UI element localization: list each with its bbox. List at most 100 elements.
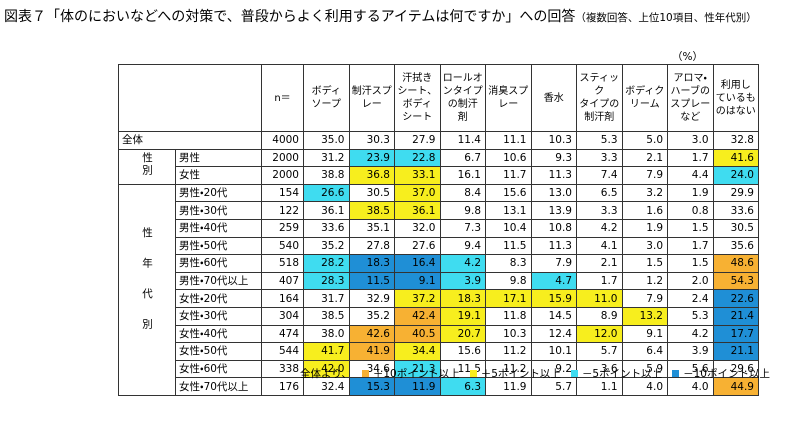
value-cell: 15.6 bbox=[485, 183, 532, 203]
value-cell: 15.9 bbox=[530, 289, 577, 308]
value-cell: 11.5 bbox=[348, 271, 395, 291]
title: 図表７「体のにおいなどへの対策で、普段からよく利用するアイテムは何ですか」への回… bbox=[4, 9, 576, 25]
subtitle: （複数回答、上位10項目、性年代別） bbox=[575, 12, 757, 24]
value-cell: 12.0 bbox=[576, 324, 623, 344]
row: 全体 4000 35.0 30.3 27.9 11.4 11.1 10.3 5.3 5.0 3.0 3… bbox=[118, 131, 759, 150]
value-cell: 18.3 bbox=[439, 289, 486, 308]
value-cell: 3.0 bbox=[621, 236, 668, 256]
value-cell: 11.4 bbox=[439, 131, 486, 150]
value-cell: 20.7 bbox=[439, 324, 486, 344]
value-cell: 29.9 bbox=[712, 183, 759, 203]
value-cell: 13.0 bbox=[530, 183, 577, 203]
column-header: ボディ ソープ bbox=[303, 64, 350, 132]
row-label: 男性・70代以上 bbox=[175, 271, 262, 291]
value-cell: 32.4 bbox=[303, 377, 350, 396]
value-cell: 11.3 bbox=[530, 236, 577, 256]
value-cell: 30.5 bbox=[712, 218, 759, 238]
n-cell: 544 bbox=[261, 342, 304, 361]
value-cell: 9.8 bbox=[439, 201, 486, 220]
legend-label: ＋5ポイント以上 bbox=[480, 368, 561, 380]
value-cell: 16.4 bbox=[394, 254, 441, 273]
value-cell: 10.3 bbox=[485, 324, 532, 344]
column-header: 香水 bbox=[530, 64, 577, 132]
column-header: アロマ・ ハーブの スプレー など bbox=[667, 64, 714, 132]
value-cell: 48.6 bbox=[712, 254, 759, 273]
value-cell: 10.6 bbox=[485, 148, 532, 168]
legend-intro: 全体より、 bbox=[300, 368, 352, 380]
value-cell: 4.0 bbox=[667, 377, 714, 396]
value-cell: 36.1 bbox=[303, 201, 350, 220]
row-label: 男性・20代 bbox=[175, 183, 262, 203]
value-cell: 34.4 bbox=[394, 342, 441, 361]
value-cell: 14.5 bbox=[530, 306, 577, 326]
value-cell: 35.2 bbox=[348, 306, 395, 326]
column-header: ロールオ ンタイプ の制汗 剤 bbox=[439, 64, 486, 132]
row-label: 女性・70代以上 bbox=[175, 377, 262, 396]
value-cell: 8.9 bbox=[576, 306, 623, 326]
n-cell: 540 bbox=[261, 236, 304, 256]
legend-label: －10ポイント以上 bbox=[683, 368, 770, 380]
value-cell: 44.9 bbox=[712, 377, 759, 396]
row-label: 女性 bbox=[175, 166, 262, 185]
legend-swatch bbox=[570, 370, 578, 377]
n-cell: 176 bbox=[261, 377, 304, 396]
value-cell: 38.8 bbox=[303, 166, 350, 185]
value-cell: 24.0 bbox=[712, 166, 759, 185]
value-cell: 2.0 bbox=[667, 271, 714, 291]
value-cell: 9.1 bbox=[621, 324, 668, 344]
value-cell: 16.1 bbox=[439, 166, 486, 185]
value-cell: 11.2 bbox=[485, 342, 532, 361]
value-cell: 1.5 bbox=[667, 254, 714, 273]
value-cell: 1.6 bbox=[621, 201, 668, 220]
column-header: 利用し ているも のはない bbox=[712, 64, 759, 132]
value-cell: 4.2 bbox=[439, 254, 486, 273]
legend-swatch bbox=[672, 370, 680, 377]
value-cell: 11.3 bbox=[530, 166, 577, 185]
value-cell: 6.4 bbox=[621, 342, 668, 361]
value-cell: 5.3 bbox=[667, 306, 714, 326]
value-cell: 5.7 bbox=[530, 377, 577, 396]
value-cell: 3.0 bbox=[667, 131, 714, 150]
value-cell: 7.4 bbox=[576, 166, 623, 185]
value-cell: 41.7 bbox=[303, 342, 350, 361]
value-cell: 41.6 bbox=[712, 148, 759, 168]
row: 女性 2000 38.8 36.8 33.1 16.1 11.7 11.3 7.4 7.9 4.4 2… bbox=[119, 166, 759, 185]
n-cell: 338 bbox=[261, 359, 304, 379]
value-cell: 32.0 bbox=[394, 218, 441, 238]
row: 性別 男性 2000 31.2 23.9 22.8 6.7 10.6 9.3 3.3 2.1 1.7 4… bbox=[118, 148, 759, 185]
value-cell: 42.0 bbox=[303, 359, 350, 379]
value-cell: 2.1 bbox=[576, 254, 623, 273]
value-cell: 32.8 bbox=[712, 131, 759, 150]
column-header: 消臭スプ レー bbox=[485, 64, 532, 132]
n-cell: 4000 bbox=[261, 131, 304, 150]
value-cell: 11.9 bbox=[485, 377, 532, 396]
value-cell: 27.8 bbox=[348, 236, 395, 256]
value-cell: 36.8 bbox=[348, 166, 395, 185]
row-label: 全体 bbox=[118, 131, 262, 150]
value-cell: 11.1 bbox=[485, 131, 532, 150]
row: 男性・70代以上 407 28.3 11.5 9.1 3.9 9.8 4.7 1.7 1.2 2.0… bbox=[119, 271, 759, 291]
value-cell: 27.9 bbox=[394, 131, 441, 150]
row: 女性・30代 304 38.5 35.2 42.4 19.1 11.8 14.5 8.9 13.2… bbox=[119, 306, 759, 326]
value-cell: 38.5 bbox=[303, 306, 350, 326]
value-cell: 30.5 bbox=[348, 183, 395, 203]
value-cell: 7.9 bbox=[530, 254, 577, 273]
value-cell: 37.0 bbox=[394, 183, 441, 203]
value-cell: 1.9 bbox=[621, 218, 668, 238]
column-header: n＝ bbox=[261, 64, 304, 132]
value-cell: 10.3 bbox=[530, 131, 577, 150]
row-label: 男性・30代 bbox=[175, 201, 262, 220]
row: 女性・70代以上 176 32.4 15.3 11.9 6.3 11.9 5.7 1.1 4.0 4… bbox=[119, 377, 759, 396]
value-cell: 9.3 bbox=[530, 148, 577, 168]
value-cell: 8.3 bbox=[485, 254, 532, 273]
value-cell: 3.3 bbox=[576, 201, 623, 220]
value-cell: 7.9 bbox=[621, 166, 668, 185]
value-cell: 33.1 bbox=[394, 166, 441, 185]
value-cell: 4.7 bbox=[530, 271, 577, 291]
value-cell: 18.3 bbox=[348, 254, 395, 273]
row-label: 女性・50代 bbox=[175, 342, 262, 361]
value-cell: 27.6 bbox=[394, 236, 441, 256]
row-label: 女性・60代 bbox=[175, 359, 262, 379]
n-cell: 304 bbox=[261, 306, 304, 326]
value-cell: 2.1 bbox=[621, 148, 668, 168]
